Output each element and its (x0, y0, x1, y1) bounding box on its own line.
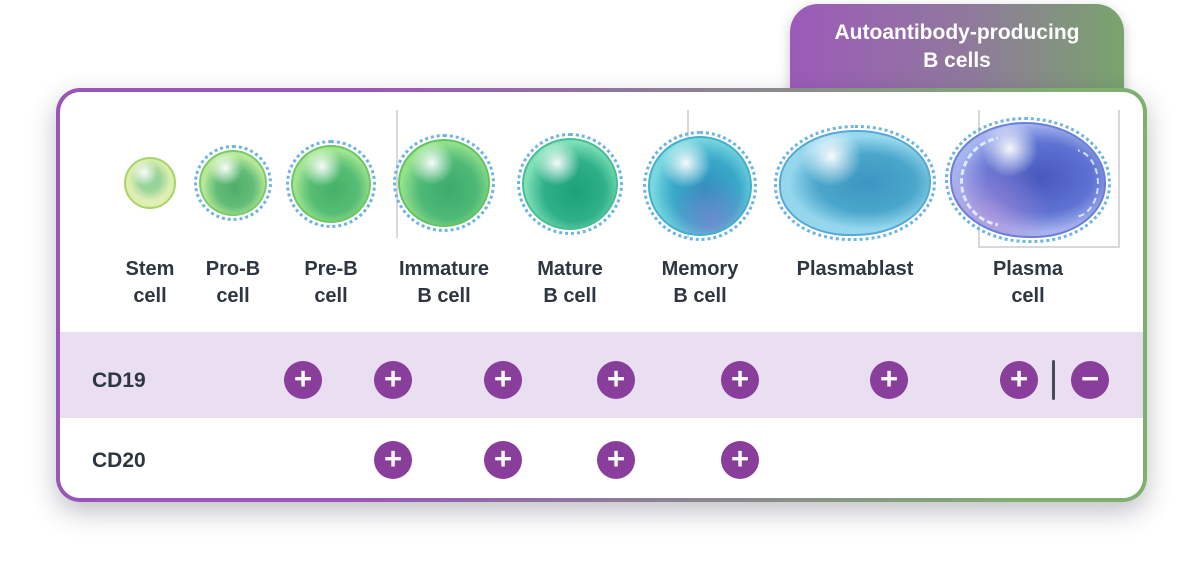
cd19-plasma-plus-icon: + (1000, 361, 1038, 399)
figure-card: Stem cell Pro-B cell Pre-B cell Immature… (56, 88, 1147, 502)
stage-label-line: Mature (537, 258, 603, 280)
stage-label-line: Memory (661, 258, 739, 280)
stage-label-line: Plasma (992, 258, 1064, 280)
cd19-pre-b-plus-icon: + (374, 361, 412, 399)
plasmablast-illustration (774, 125, 936, 241)
immature-b-cell-illustration (393, 134, 495, 232)
stage-label-line: B cell (673, 285, 727, 307)
cd19-immature-plus-icon: + (484, 361, 522, 399)
cd19-memory-plus-icon: + (721, 361, 759, 399)
stage-label-line: Stem (125, 258, 175, 280)
cd19-plasmablast-plus-icon: + (870, 361, 908, 399)
stage-label-line: B cell (543, 285, 597, 307)
stage-label-mature-b-cell: Mature B cell (505, 256, 635, 310)
cd19-plasma-minus-icon: − (1071, 361, 1109, 399)
cd20-memory-plus-icon: + (721, 441, 759, 479)
autoantibody-banner-label: Autoantibody-producing B cells (834, 21, 1080, 72)
stage-label-line: cell (133, 285, 167, 307)
stem-cell-illustration (124, 157, 176, 209)
stage-label-line: B cell (417, 285, 471, 307)
stage-label-immature-b-cell: Immature B cell (379, 256, 509, 310)
stage-label-line: Immature (398, 258, 490, 280)
plasma-cell-illustration (945, 117, 1111, 243)
mature-b-cell-illustration (517, 133, 623, 235)
stage-label-pro-b-cell: Pro-B cell (168, 256, 298, 310)
stage-label-pre-b-cell: Pre-B cell (266, 256, 396, 310)
stage-divider-preb-immature (396, 110, 398, 238)
cd20-row-label: CD20 (92, 449, 146, 472)
stage-label-stem-cell: Stem cell (85, 256, 215, 310)
stage-label-plasmablast: Plasmablast (790, 256, 920, 283)
stage-label-line: Plasmablast (796, 258, 914, 280)
cd20-mature-plus-icon: + (597, 441, 635, 479)
cd20-pre-b-plus-icon: + (374, 441, 412, 479)
stage-label-line: cell (216, 285, 250, 307)
cd19-row-label: CD19 (92, 369, 146, 392)
memory-b-cell-illustration (643, 131, 757, 241)
pro-b-cell-illustration (194, 145, 272, 221)
cd19-pro-b-plus-icon: + (284, 361, 322, 399)
plasma-marker-divider (1052, 360, 1055, 400)
stage-label-line: Pre-B (304, 258, 358, 280)
cd20-immature-plus-icon: + (484, 441, 522, 479)
pre-b-cell-illustration (286, 140, 376, 228)
stage-label-line: cell (1011, 285, 1045, 307)
autoantibody-banner: Autoantibody-producing B cells (790, 4, 1124, 100)
stage-label-line: cell (314, 285, 348, 307)
stage-label-line: Pro-B (205, 258, 261, 280)
stage-label-memory-b-cell: Memory B cell (635, 256, 765, 310)
cd19-mature-plus-icon: + (597, 361, 635, 399)
figure-card-inner: Stem cell Pro-B cell Pre-B cell Immature… (60, 92, 1143, 498)
stage-label-plasma-cell: Plasma cell (963, 256, 1093, 310)
